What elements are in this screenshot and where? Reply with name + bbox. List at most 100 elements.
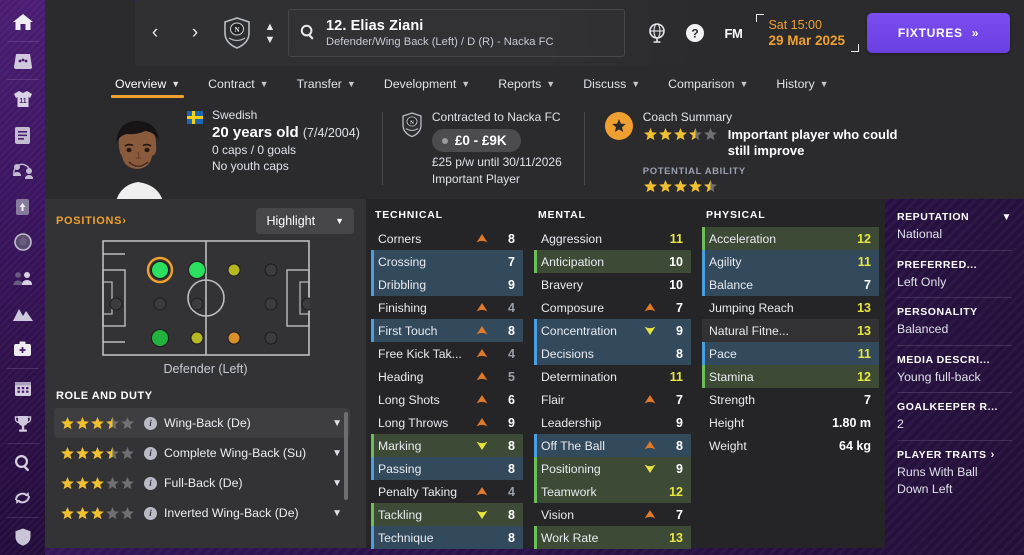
attribute-row[interactable]: Height 1.80 m	[702, 411, 879, 434]
attribute-row[interactable]: Marking 8	[371, 434, 523, 457]
position-marker[interactable]	[227, 331, 240, 345]
sidebar-item-inbox[interactable]	[0, 43, 45, 79]
role-row[interactable]: i Inverted Wing-Back (De) ▼	[54, 498, 350, 528]
attribute-row[interactable]: Heading 5	[371, 365, 523, 388]
attribute-row[interactable]: Flair 7	[534, 388, 691, 411]
sidebar-item-club[interactable]	[0, 519, 45, 555]
chevron-down-icon[interactable]: ▼	[1001, 211, 1012, 223]
attribute-row[interactable]: Work Rate 13	[534, 526, 691, 549]
sidebar-item-medical[interactable]	[0, 332, 45, 368]
position-marker[interactable]	[264, 331, 277, 345]
info-icon[interactable]: i	[144, 416, 157, 430]
sidebar-item-staff[interactable]	[0, 260, 45, 296]
sidebar-item-development[interactable]	[0, 189, 45, 225]
position-marker[interactable]	[109, 297, 122, 311]
position-marker[interactable]	[150, 261, 169, 279]
attribute-row[interactable]: Agility 11	[702, 250, 879, 273]
player-stepper[interactable]: ▲ ▼	[259, 20, 281, 46]
info-icon[interactable]: i	[144, 476, 157, 490]
attribute-row[interactable]: Jumping Reach 13	[702, 296, 879, 319]
position-marker[interactable]	[301, 297, 310, 311]
forward-button[interactable]: ›	[175, 0, 215, 66]
info-icon[interactable]: i	[144, 506, 157, 520]
attribute-row[interactable]: Passing 8	[371, 457, 523, 480]
highlight-dropdown[interactable]: Highlight ▼	[256, 208, 354, 234]
sidebar-item-competitions[interactable]	[0, 406, 45, 442]
position-marker[interactable]	[190, 331, 203, 345]
sidebar-item-transfers[interactable]	[0, 153, 45, 189]
attribute-row[interactable]: Dribbling 9	[371, 273, 523, 296]
attribute-row[interactable]: Tackling 8	[371, 503, 523, 526]
position-marker[interactable]	[264, 297, 277, 311]
sidebar-item-squad[interactable]: 11	[0, 81, 45, 117]
attribute-row[interactable]: Free Kick Tak... 4	[371, 342, 523, 365]
attribute-row[interactable]: First Touch 8	[371, 319, 523, 342]
attribute-row[interactable]: Acceleration 12	[702, 227, 879, 250]
position-marker[interactable]	[190, 297, 203, 311]
attribute-row[interactable]: Penalty Taking 4	[371, 480, 523, 503]
attribute-row[interactable]: Technique 8	[371, 526, 523, 549]
attribute-row[interactable]: Natural Fitne... 13	[702, 319, 879, 342]
attribute-row[interactable]: Long Shots 6	[371, 388, 523, 411]
positions-title[interactable]: POSITIONS›	[56, 215, 127, 227]
attribute-row[interactable]: Decisions 8	[534, 342, 691, 365]
attribute-row[interactable]: Strength 7	[702, 388, 879, 411]
attribute-row[interactable]: Balance 7	[702, 273, 879, 296]
fixtures-button[interactable]: FIXTURES »	[867, 13, 1010, 53]
tab-discuss[interactable]: Discuss ▼	[569, 77, 654, 98]
attribute-row[interactable]: Concentration 9	[534, 319, 691, 342]
attribute-row[interactable]: Pace 11	[702, 342, 879, 365]
tab-comparison[interactable]: Comparison ▼	[654, 77, 762, 98]
sidebar-item-ball[interactable]	[0, 224, 45, 260]
attribute-row[interactable]: Leadership 9	[534, 411, 691, 434]
attribute-row[interactable]: Off The Ball 8	[534, 434, 691, 457]
role-row[interactable]: i Complete Wing-Back (Su) ▼	[54, 438, 350, 468]
tab-development[interactable]: Development ▼	[370, 77, 484, 98]
chevron-down-icon[interactable]: ▼	[264, 33, 276, 46]
player-search-box[interactable]: 12. Elias Ziani Defender/Wing Back (Left…	[288, 9, 625, 57]
chevron-right-icon[interactable]: ›	[990, 448, 995, 461]
attribute-row[interactable]: Long Throws 9	[371, 411, 523, 434]
sidebar-item-tactics[interactable]	[0, 117, 45, 153]
attribute-row[interactable]: Corners 8	[371, 227, 523, 250]
chevron-down-icon[interactable]: ▼	[332, 417, 342, 429]
attribute-row[interactable]: Stamina 12	[702, 365, 879, 388]
attribute-row[interactable]: Determination 11	[534, 365, 691, 388]
tab-transfer[interactable]: Transfer ▼	[283, 77, 370, 98]
globe-icon[interactable]	[638, 0, 676, 66]
club-crest-icon[interactable]: N	[215, 17, 259, 49]
role-row[interactable]: i Wing-Back (De) ▼	[54, 408, 350, 438]
attribute-row[interactable]: Weight 64 kg	[702, 434, 879, 457]
attribute-row[interactable]: Finishing 4	[371, 296, 523, 319]
attribute-row[interactable]: Crossing 7	[371, 250, 523, 273]
chevron-down-icon[interactable]: ▼	[332, 507, 342, 519]
position-marker[interactable]	[227, 263, 240, 277]
attribute-row[interactable]: Bravery 10	[534, 273, 691, 296]
attribute-row[interactable]: Aggression 11	[534, 227, 691, 250]
help-icon[interactable]: ?	[676, 0, 714, 66]
sidebar-item-search[interactable]	[0, 445, 45, 481]
attribute-row[interactable]: Teamwork 12	[534, 480, 691, 503]
tab-overview[interactable]: Overview ▼	[101, 77, 194, 98]
position-pitch[interactable]	[101, 240, 310, 356]
roles-scrollbar[interactable]	[344, 412, 348, 500]
sidebar-item-transitions[interactable]	[0, 481, 45, 517]
attribute-row[interactable]: Positioning 9	[534, 457, 691, 480]
back-button[interactable]: ‹	[135, 0, 175, 66]
sidebar-item-schedule[interactable]	[0, 370, 45, 406]
role-row[interactable]: i Full-Back (De) ▼	[54, 468, 350, 498]
attribute-row[interactable]: Anticipation 10	[534, 250, 691, 273]
tab-reports[interactable]: Reports ▼	[484, 77, 569, 98]
chevron-down-icon[interactable]: ▼	[332, 477, 342, 489]
attribute-row[interactable]: Composure 7	[534, 296, 691, 319]
position-marker[interactable]	[187, 261, 206, 279]
chevron-down-icon[interactable]: ▼	[332, 447, 342, 459]
position-marker[interactable]	[264, 263, 277, 277]
info-icon[interactable]: i	[144, 446, 157, 460]
position-marker[interactable]	[150, 329, 169, 347]
attribute-row[interactable]: Vision 7	[534, 503, 691, 526]
position-marker[interactable]	[153, 297, 166, 311]
sidebar-item-home[interactable]	[0, 4, 45, 40]
chevron-up-icon[interactable]: ▲	[264, 20, 276, 33]
tab-contract[interactable]: Contract ▼	[194, 77, 282, 98]
